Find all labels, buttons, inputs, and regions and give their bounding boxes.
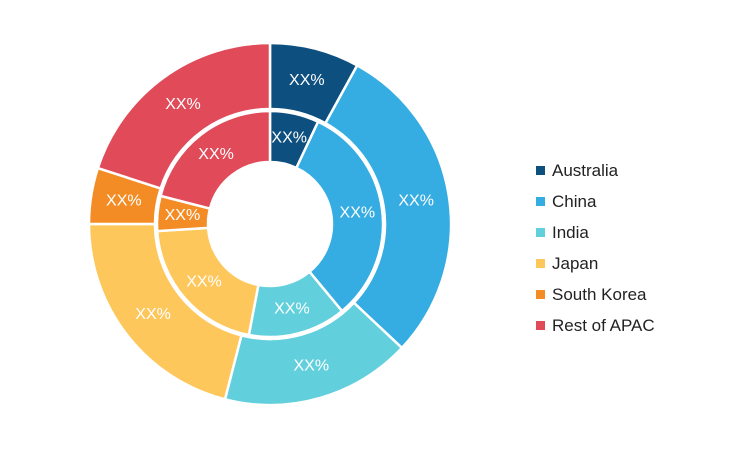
inner-slice-label-australia: XX% <box>271 130 307 147</box>
legend-swatch <box>536 321 545 330</box>
legend-item-japan: Japan <box>536 248 655 279</box>
inner-slice-label-rest-of-apac: XX% <box>198 146 234 163</box>
legend-swatch <box>536 290 545 299</box>
inner-slice-rest-of-apac <box>159 109 272 211</box>
outer-ring <box>87 41 453 407</box>
outer-slice-label-south-korea: XX% <box>106 192 142 209</box>
legend-label: China <box>552 191 597 211</box>
legend: Australia China India Japan South Korea Rest … <box>536 155 655 341</box>
slice-labels: XX% XX% XX% XX% XX% XX% XX% XX% XX% XX% XX% XX% <box>106 72 434 374</box>
outer-slice-japan <box>87 222 243 401</box>
inner-slice-china <box>294 120 385 313</box>
legend-swatch <box>536 228 545 237</box>
legend-swatch <box>536 166 545 175</box>
inner-slice-label-china: XX% <box>340 204 376 221</box>
outer-slice-rest-of-apac <box>96 41 272 191</box>
legend-swatch <box>536 259 545 268</box>
legend-label: Rest of APAC <box>552 315 655 335</box>
outer-slice-label-china: XX% <box>398 192 434 209</box>
outer-slice-china <box>323 63 453 350</box>
inner-slice-label-india: XX% <box>274 301 310 318</box>
legend-item-rest-of-apac: Rest of APAC <box>536 310 655 341</box>
legend-item-australia: Australia <box>536 155 655 186</box>
legend-label: Japan <box>552 253 599 273</box>
inner-slice-label-south-korea: XX% <box>165 207 201 224</box>
outer-slice-label-india: XX% <box>294 358 330 375</box>
legend-swatch <box>536 197 545 206</box>
legend-item-india: India <box>536 217 655 248</box>
legend-label: South Korea <box>552 284 647 304</box>
legend-item-south-korea: South Korea <box>536 279 655 310</box>
legend-label: India <box>552 222 589 242</box>
outer-slice-label-japan: XX% <box>135 306 171 323</box>
inner-slice-label-japan: XX% <box>186 274 222 291</box>
outer-slice-label-australia: XX% <box>289 72 325 89</box>
legend-label: Australia <box>552 160 619 180</box>
legend-item-china: China <box>536 186 655 217</box>
inner-ring <box>155 109 385 339</box>
outer-slice-label-rest-of-apac: XX% <box>165 96 201 113</box>
